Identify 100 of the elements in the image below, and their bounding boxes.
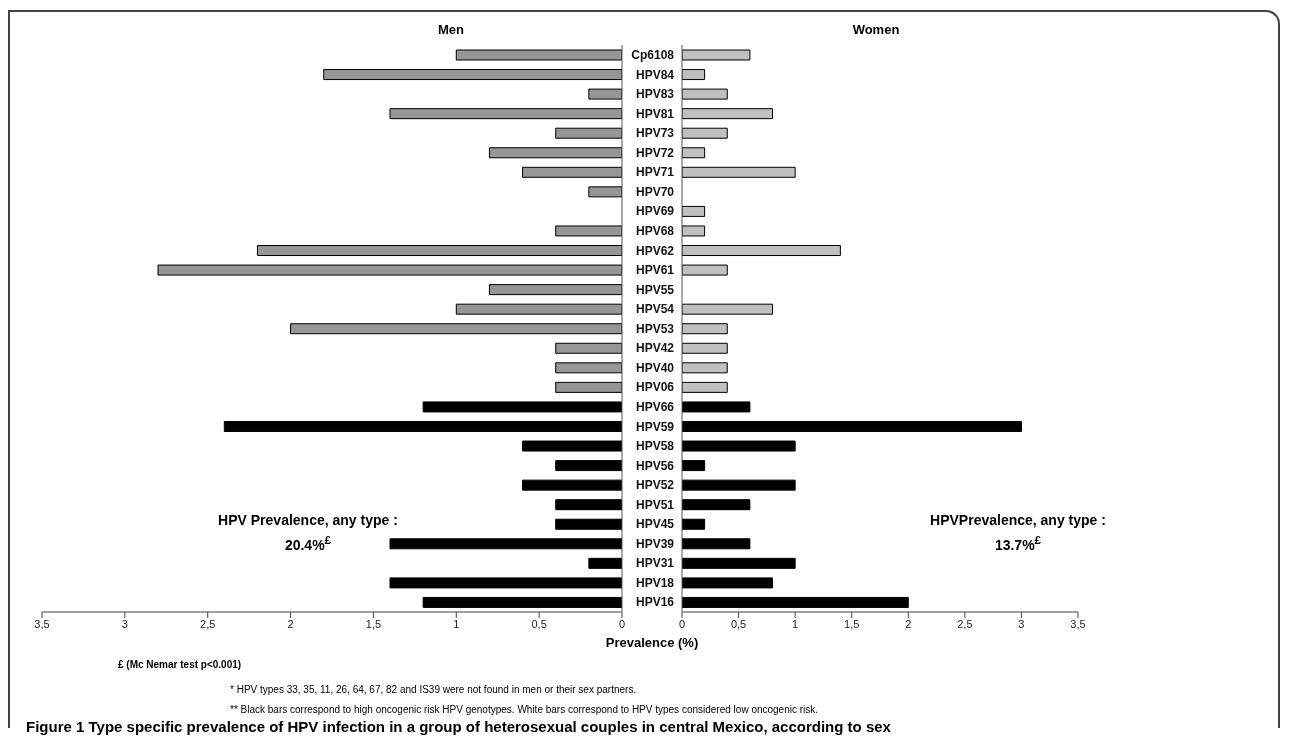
y-tick-label: HPV72 xyxy=(635,145,675,160)
bar xyxy=(488,147,622,159)
bar xyxy=(682,401,751,413)
y-tick-label: HPV56 xyxy=(635,458,675,473)
y-tick-label: HPV55 xyxy=(635,282,675,297)
bar xyxy=(522,440,622,452)
bar xyxy=(682,479,796,491)
bar xyxy=(682,596,909,608)
bar xyxy=(682,499,751,511)
y-tick-label: HPV06 xyxy=(635,380,675,395)
bar xyxy=(555,518,622,530)
bar xyxy=(555,381,622,393)
y-tick-label: HPV59 xyxy=(635,419,675,434)
y-tick-label: HPV52 xyxy=(635,478,675,493)
x-tick-label: 1 xyxy=(453,617,460,630)
x-tick-label: 3,5 xyxy=(1070,617,1086,630)
bar xyxy=(455,303,622,315)
bar xyxy=(223,420,622,432)
bar xyxy=(682,127,728,139)
x-tick-label: 3 xyxy=(121,617,128,630)
bar xyxy=(682,205,706,217)
bar xyxy=(555,127,622,139)
bar xyxy=(588,186,622,198)
x-tick-label: 1 xyxy=(792,617,799,630)
y-tick-label: Cp6108 xyxy=(631,48,675,63)
bar xyxy=(682,518,706,530)
bar xyxy=(682,166,796,178)
bar xyxy=(422,401,622,413)
y-tick-label: HPV53 xyxy=(635,321,675,336)
y-tick-label: HPV39 xyxy=(635,536,675,551)
y-tick-label: HPV81 xyxy=(635,106,675,121)
caption: Figure 1 Type specific prevalence of HPV infection in a group of heterosexual couples in central Mexico, according to sex xyxy=(26,718,891,735)
y-tick-label: HPV40 xyxy=(635,360,675,375)
bar xyxy=(682,420,1022,432)
bar xyxy=(682,147,706,159)
bar xyxy=(682,381,728,393)
y-tick-label: HPV68 xyxy=(635,224,675,238)
bar xyxy=(588,88,622,100)
bar xyxy=(555,342,622,354)
bar xyxy=(522,166,622,178)
y-tick-label: HPV58 xyxy=(635,439,675,454)
bar xyxy=(157,264,622,276)
y-tick-label: HPV70 xyxy=(635,184,675,199)
y-tick-label: HPV83 xyxy=(635,87,675,102)
x-tick-label: 2,5 xyxy=(957,617,973,630)
bar xyxy=(682,342,728,354)
y-tick-label: HPV18 xyxy=(635,575,675,590)
bar xyxy=(682,49,751,61)
x-tick-label: 0,5 xyxy=(730,617,747,630)
bar xyxy=(682,69,706,81)
bar xyxy=(522,479,622,491)
x-tick-label: 0 xyxy=(678,617,686,630)
bar xyxy=(389,108,622,120)
text: ** Black bars correspond to high oncogenic risk HPV genotypes. White bars correspond to HPV types considered low oncogenic risk. xyxy=(230,704,819,715)
bar xyxy=(455,49,622,61)
y-tick-label: HPV73 xyxy=(635,126,675,141)
x-tick-label: 1,5 xyxy=(844,617,860,630)
bar xyxy=(682,88,728,100)
bar xyxy=(682,557,796,569)
annotation: HPVPrevalence, any type : 13.7%$^{£}$ xyxy=(930,512,1106,553)
bar xyxy=(682,225,706,237)
y-tick-label: HPV16 xyxy=(635,595,675,610)
chart-title: Men xyxy=(437,22,465,37)
bar xyxy=(555,460,622,472)
x-tick-label: 0,5 xyxy=(531,617,547,630)
y-tick-label: HPV45 xyxy=(635,517,675,532)
bar xyxy=(682,440,796,452)
x-tick-label: 2 xyxy=(287,617,294,630)
y-tick-label: HPV54 xyxy=(635,302,675,317)
y-tick-label: HPV69 xyxy=(635,204,675,219)
y-tick-label: HPV66 xyxy=(635,399,675,414)
y-tick-label: HPV62 xyxy=(635,243,675,258)
bar xyxy=(389,577,622,589)
annotation: HPV Prevalence, any type : 20.4%$^{£}$ xyxy=(218,512,398,553)
bar xyxy=(555,362,622,374)
x-tick-label: 2,5 xyxy=(200,617,216,630)
x-tick-label: 3 xyxy=(1018,617,1025,630)
bar xyxy=(389,538,622,550)
x-tick-label: 3,5 xyxy=(34,617,50,630)
text: £ (Mc Nemar test p<0.001) xyxy=(118,659,242,670)
bar xyxy=(682,323,728,335)
y-tick-label: HPV61 xyxy=(635,263,675,278)
bar xyxy=(555,225,622,237)
y-tick-label: HPV31 xyxy=(635,556,675,571)
y-tick-label: HPV51 xyxy=(635,497,675,512)
bar xyxy=(555,499,622,511)
bar xyxy=(422,596,622,608)
bar xyxy=(682,577,774,589)
y-tick-label: HPV71 xyxy=(635,165,675,180)
chart-title: Women xyxy=(851,22,901,37)
y-tick-label: HPV84 xyxy=(635,67,675,82)
bar xyxy=(488,284,622,296)
bar xyxy=(323,69,622,81)
x-tick-label: 2 xyxy=(905,617,912,630)
bar xyxy=(682,538,751,550)
bar xyxy=(256,245,622,257)
x-axis-title: Prevalence (%) xyxy=(604,635,700,650)
bar xyxy=(682,245,841,257)
x-tick-label: 0 xyxy=(618,617,626,630)
text: * HPV types 33, 35, 11, 26, 64, 67, 82 and IS39 were not found in men or their sex partners. xyxy=(230,684,637,695)
